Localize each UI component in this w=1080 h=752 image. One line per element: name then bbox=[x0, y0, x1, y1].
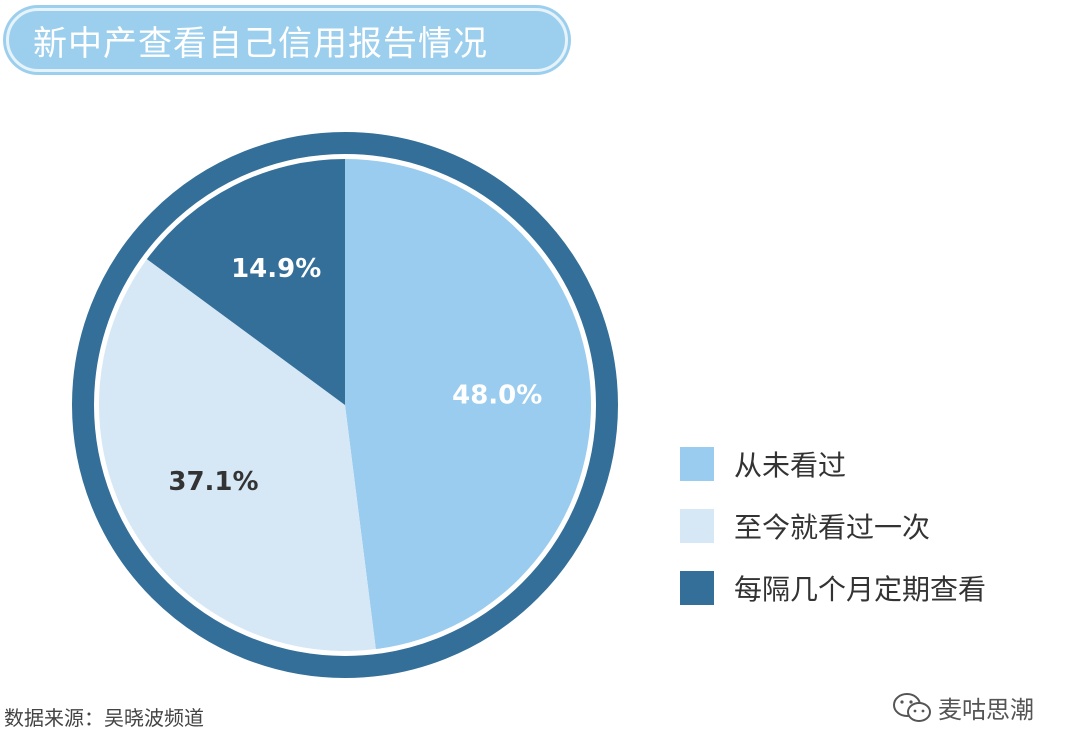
legend-item: 至今就看过一次 bbox=[680, 506, 986, 546]
title-banner: 新中产查看自己信用报告情况 bbox=[6, 8, 568, 72]
legend-label: 每隔几个月定期查看 bbox=[734, 573, 987, 606]
legend-label: 从未看过 bbox=[734, 449, 847, 482]
legend: 从未看过 至今就看过一次 每隔几个月定期查看 bbox=[680, 444, 986, 630]
watermark-text: 麦咕思潮 bbox=[938, 696, 1034, 724]
legend-swatch bbox=[680, 509, 714, 543]
outer-ring bbox=[72, 132, 618, 678]
source-note: 数据来源：吴晓波频道 bbox=[4, 706, 204, 730]
wechat-icon bbox=[893, 692, 931, 722]
pie-slice bbox=[146, 159, 345, 405]
pie-slice bbox=[345, 159, 592, 650]
pie-slice bbox=[98, 259, 376, 651]
watermark: 麦咕思潮 bbox=[892, 690, 1034, 725]
slice-value-label: 14.9% bbox=[231, 254, 321, 284]
legend-item: 每隔几个月定期查看 bbox=[680, 568, 986, 608]
legend-label: 至今就看过一次 bbox=[734, 511, 931, 544]
legend-swatch bbox=[680, 571, 714, 605]
legend-item: 从未看过 bbox=[680, 444, 986, 484]
slice-value-label: 48.0% bbox=[452, 380, 542, 410]
legend-swatch bbox=[680, 447, 714, 481]
chart-title: 新中产查看自己信用报告情况 bbox=[33, 23, 488, 64]
slice-value-label: 37.1% bbox=[168, 467, 258, 497]
